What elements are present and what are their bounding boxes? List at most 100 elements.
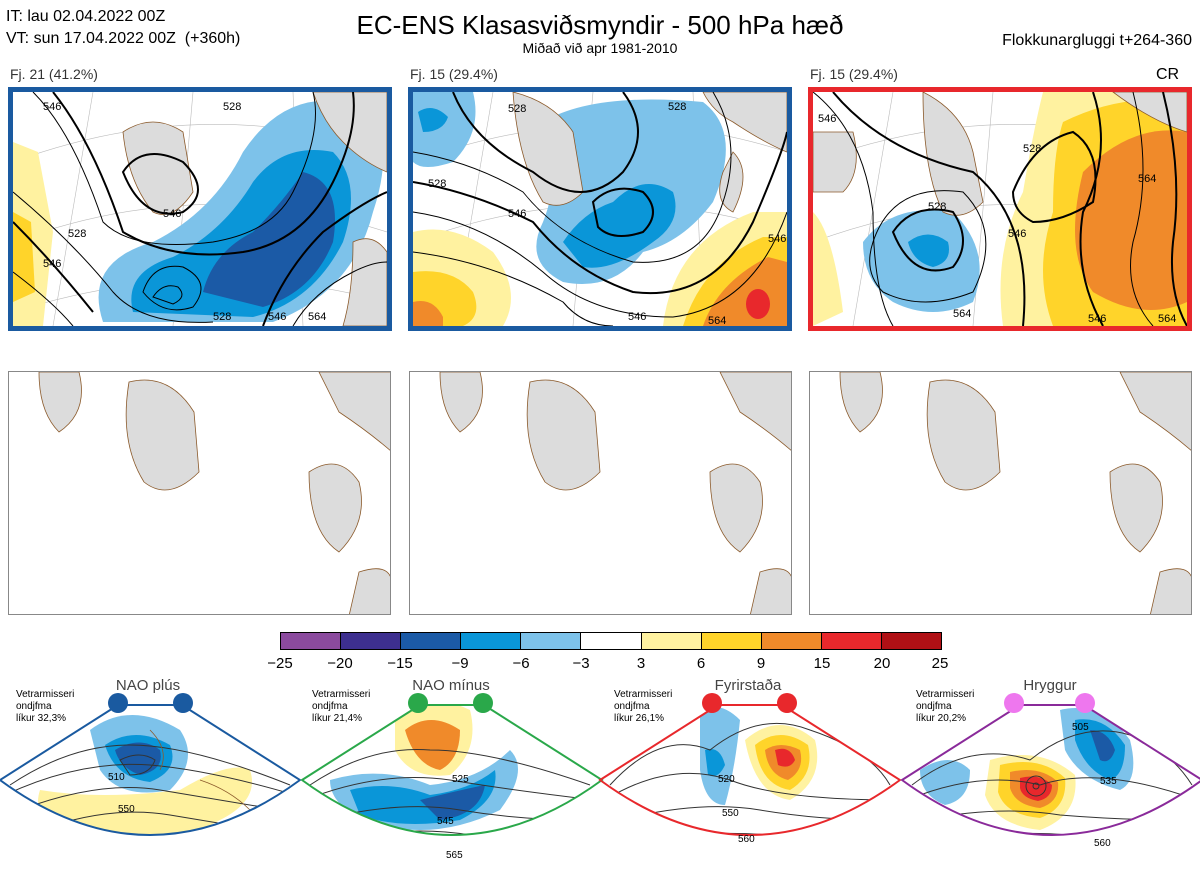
contour-label: 528: [68, 228, 86, 240]
colorbar-segment: [821, 633, 882, 649]
cluster-3-regime-code: CR: [1156, 66, 1180, 83]
regime-2-title: NAO mínus: [412, 677, 490, 694]
colorbar: [280, 632, 942, 650]
regime-dot: [1004, 693, 1024, 713]
contour-label: 546: [628, 311, 646, 323]
contour-label: 528: [1023, 143, 1041, 155]
colorbar-tick: 20: [873, 655, 891, 672]
regime-dot: [108, 693, 128, 713]
cluster-map-2: 528 528 546 546 546 564 528: [408, 87, 792, 331]
regime-map-blocking: 520 550 560: [598, 693, 902, 845]
regime-1-title: NAO plús: [115, 677, 181, 694]
land: [122, 92, 387, 326]
colorbar-tick: −20: [327, 655, 353, 672]
anomaly-fill: [413, 92, 787, 326]
colorbar-tick: 25: [931, 655, 949, 672]
regime-map-ridge: 505 535 560: [900, 693, 1200, 849]
contour-label: 546: [268, 311, 286, 323]
regime-maps: 510 550 525 545 565: [0, 693, 1200, 861]
page-title: EC-ENS Klasasviðsmyndir - 500 hPa hæð: [356, 10, 844, 40]
contour-label: 550: [722, 808, 739, 819]
land: [439, 372, 791, 614]
land: [813, 92, 1187, 216]
cluster-1-label: Fj. 21 (41.2%): [10, 66, 98, 82]
contour-label: 564: [953, 308, 971, 320]
cluster-map-3: 528 528 546 546 564 564 564 546: [808, 87, 1192, 331]
regime-4-title: Hryggur: [1023, 677, 1077, 694]
land: [839, 372, 1191, 614]
colorbar-tick: 3: [636, 655, 646, 672]
contour-label: 546: [163, 208, 181, 220]
colorbar-tick: 15: [813, 655, 831, 672]
contour-labels: 528 528 546 546 564 564 564 546: [818, 113, 1176, 325]
contour-label: 528: [668, 101, 686, 113]
empty-map-1: [8, 371, 391, 615]
contour-label: 546: [1088, 313, 1106, 325]
height-contours: [813, 92, 1187, 326]
classification-window: Flokkunargluggi t+264-360: [1002, 32, 1192, 49]
regime-4-note: Vetrarmisseri ondjfma líkur 20,2%: [916, 689, 975, 724]
contour-label: 528: [508, 103, 526, 115]
contour-label: 564: [1138, 173, 1156, 185]
anomaly-fill: [13, 100, 384, 326]
cluster-3-label: Fj. 15 (29.4%): [810, 66, 898, 82]
initial-time: IT: lau 02.04.2022 00Z: [6, 8, 166, 25]
regime-dot: [173, 693, 193, 713]
regime-dot: [473, 693, 493, 713]
colorbar-tick: 9: [756, 655, 766, 672]
regime-dot: [1075, 693, 1095, 713]
colorbar-segment: [701, 633, 762, 649]
contour-label: 535: [1100, 776, 1117, 787]
regime-dot: [408, 693, 428, 713]
contour-labels: 546 528 546 528 546 528 564 546: [43, 101, 326, 323]
valid-time: VT: sun 17.04.2022 00Z (+360h): [6, 30, 241, 47]
colorbar-segment: [761, 633, 822, 649]
contour-labels: 528 528 546 546 546 564 528: [428, 101, 786, 326]
contour-label: 525: [452, 774, 469, 785]
regime-map-nao-minus: 525 545 565: [300, 693, 604, 861]
empty-map-2: [409, 371, 792, 615]
colorbar-segment: [401, 633, 462, 649]
regime-3-note: Vetrarmisseri ondjfma líkur 26,1%: [614, 689, 673, 724]
colorbar-tick: −9: [451, 655, 469, 672]
contour-label: 560: [738, 834, 755, 845]
cluster-map-1: 546 528 546 528 546 528 564 546: [8, 87, 392, 331]
contour-label: 546: [1008, 228, 1026, 240]
contour-label: 546: [43, 101, 61, 113]
colorbar-segment: [881, 633, 942, 649]
regime-dot: [777, 693, 797, 713]
page-subtitle: Miðað við apr 1981-2010: [522, 40, 678, 56]
contour-label: 528: [428, 178, 446, 190]
land: [38, 372, 390, 614]
cluster-2-label: Fj. 15 (29.4%): [410, 66, 498, 82]
contour-label: 546: [768, 233, 786, 245]
regime-map-nao-plus: 510 550: [0, 693, 302, 836]
contour-label: 564: [308, 311, 326, 323]
anomaly-fill: [813, 92, 1187, 326]
header-times: IT: lau 02.04.2022 00Z VT: sun 17.04.2022…: [6, 6, 240, 50]
contour-label: 528: [213, 311, 231, 323]
contour-label: 528: [928, 201, 946, 213]
height-contours: [413, 92, 787, 326]
height-contours: [13, 92, 387, 326]
contour-label: 520: [718, 774, 735, 785]
contour-label: 505: [1072, 722, 1089, 733]
colorbar-segment: [521, 633, 582, 649]
colorbar-tick: −25: [267, 655, 293, 672]
contour-label: 546: [508, 208, 526, 220]
regime-3-title: Fyrirstaða: [714, 677, 782, 694]
contour-label: 546: [43, 258, 61, 270]
colorbar-segment: [281, 633, 342, 649]
colorbar-tick: −3: [572, 655, 590, 672]
contour-label: 565: [446, 850, 463, 861]
regime-1-note: Vetrarmisseri ondjfma líkur 32,3%: [16, 689, 75, 724]
regime-2-note: Vetrarmisseri ondjfma líkur 21,4%: [312, 689, 371, 724]
contour-label: 546: [818, 113, 836, 125]
contour-label: 528: [223, 101, 241, 113]
colorbar-tick: 6: [696, 655, 706, 672]
contour-label: 564: [708, 315, 726, 326]
colorbar-segment: [461, 633, 522, 649]
contour-label: 550: [118, 804, 135, 815]
regime-dot: [702, 693, 722, 713]
colorbar-ticks: −25 −20 −15 −9 −6 −3 3 6 9 15 20 25: [267, 655, 948, 675]
